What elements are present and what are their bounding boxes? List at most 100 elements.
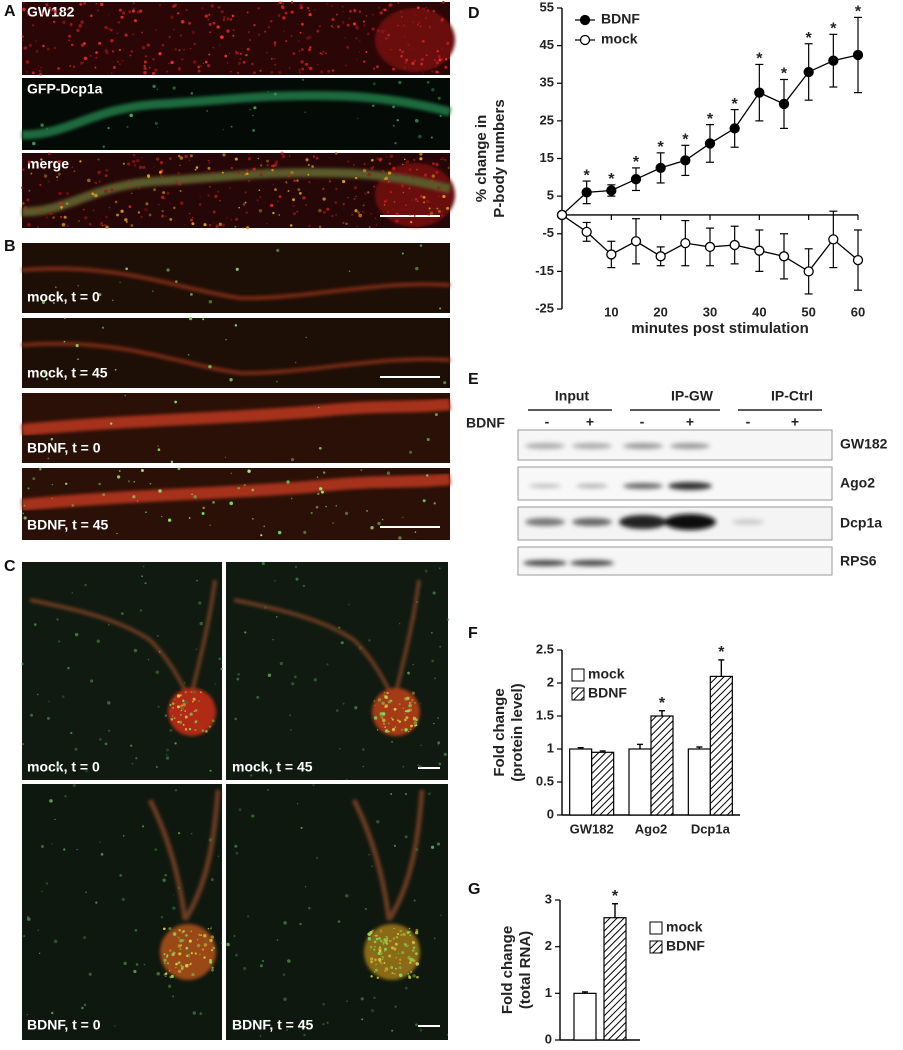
- speck: [406, 709, 410, 713]
- speck: [361, 1018, 364, 1021]
- speck: [446, 41, 450, 45]
- speck: [362, 20, 365, 23]
- speck: [435, 162, 439, 167]
- speck: [28, 43, 32, 47]
- speck: [60, 215, 63, 218]
- speck: [358, 10, 362, 13]
- speck: [28, 189, 31, 192]
- speck: [116, 532, 118, 535]
- dendrite: [29, 579, 217, 701]
- speck: [114, 200, 118, 204]
- speck: [244, 201, 247, 204]
- speck: [427, 213, 431, 217]
- y-tick-label: 5: [547, 188, 554, 203]
- speck: [258, 208, 263, 213]
- speck: [422, 72, 424, 74]
- speck: [207, 159, 210, 162]
- speck: [375, 963, 377, 966]
- speck: [78, 220, 80, 222]
- speck: [198, 601, 202, 605]
- speck: [189, 154, 193, 158]
- speck: [222, 153, 226, 157]
- speck: [169, 952, 172, 955]
- speck: [175, 180, 178, 183]
- speck: [39, 83, 42, 86]
- speck: [403, 66, 406, 70]
- speck: [57, 66, 61, 70]
- y-tick-label: 2.5: [536, 641, 554, 656]
- speck: [290, 170, 294, 175]
- speck: [430, 136, 433, 139]
- speck: [409, 961, 412, 964]
- speck: [23, 46, 27, 50]
- speck: [199, 196, 201, 198]
- speck: [367, 932, 371, 936]
- speck: [382, 941, 385, 944]
- x-tick-label: 40: [752, 304, 766, 319]
- speck: [72, 65, 76, 68]
- speck: [385, 155, 388, 158]
- speck: [91, 192, 95, 196]
- speck: [352, 22, 356, 26]
- x-tick-label: 20: [653, 304, 667, 319]
- speck: [440, 18, 444, 22]
- speck: [432, 9, 436, 13]
- speck: [197, 69, 201, 73]
- y-axis-title: (protein level): [509, 683, 526, 781]
- speck: [280, 151, 284, 155]
- speck: [325, 52, 328, 55]
- legend-marker: [579, 14, 591, 26]
- speck: [123, 961, 127, 966]
- image-label: merge: [27, 156, 69, 172]
- speck: [355, 24, 358, 27]
- speck: [388, 722, 390, 725]
- speck: [372, 67, 376, 70]
- speck: [434, 65, 437, 68]
- bar: [603, 917, 627, 1041]
- speck: [101, 224, 104, 227]
- band: [523, 560, 567, 566]
- blot-strip: [517, 546, 833, 576]
- speck: [363, 163, 366, 166]
- speck: [182, 703, 186, 707]
- speck: [277, 14, 281, 17]
- speck: [341, 20, 345, 24]
- speck: [296, 179, 299, 182]
- speck: [316, 29, 320, 33]
- speck: [394, 943, 398, 946]
- speck: [292, 212, 296, 216]
- speck: [39, 183, 42, 187]
- speck: [290, 10, 294, 14]
- speck: [372, 82, 376, 86]
- speck: [185, 946, 189, 950]
- image: [22, 243, 450, 313]
- speckle: [367, 927, 419, 979]
- speck: [128, 10, 132, 14]
- speck: [348, 270, 351, 273]
- speck: [337, 920, 341, 923]
- speck: [426, 81, 430, 84]
- speck: [196, 943, 201, 948]
- speck: [224, 54, 228, 58]
- speck: [293, 179, 296, 183]
- speck: [131, 762, 134, 765]
- speck: [172, 995, 175, 998]
- speck: [411, 698, 414, 702]
- speck: [358, 51, 361, 53]
- speck: [435, 60, 440, 65]
- speck: [140, 215, 143, 219]
- speck: [98, 482, 101, 486]
- speck: [205, 938, 209, 943]
- speck: [214, 683, 217, 685]
- significance: *: [732, 96, 739, 113]
- speck: [391, 727, 396, 732]
- speck: [419, 152, 423, 156]
- speck: [387, 700, 391, 704]
- speck: [220, 942, 223, 944]
- speck: [259, 1035, 262, 1037]
- speck: [167, 518, 172, 522]
- speck: [177, 467, 181, 471]
- speck: [23, 2, 25, 5]
- speck: [248, 38, 252, 42]
- speck: [259, 172, 263, 177]
